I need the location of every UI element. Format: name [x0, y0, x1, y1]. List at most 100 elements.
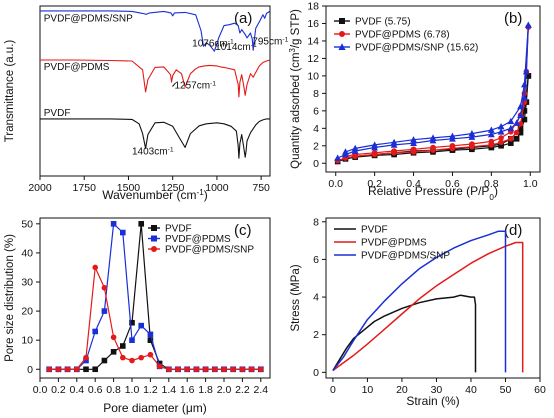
panel-2-y-axis-label: Pore size distribution (%) — [4, 234, 16, 362]
panel-2-series-2-point — [101, 285, 108, 291]
panel-2-series-0-point — [101, 357, 108, 364]
panel-0-annotation: 795cm-1 — [252, 36, 288, 48]
panel-2-series-2-point — [156, 363, 163, 370]
panel-1-series-0-point — [508, 140, 514, 146]
panel-1-y-tick-label: 18 — [307, 1, 319, 13]
panel-1-y-tick-label: 16 — [307, 18, 319, 30]
panel-1-series-1-point — [488, 138, 495, 145]
panel-1-series-1-point — [391, 148, 397, 154]
panel-2-legend-label: PVDF@PDMS — [165, 234, 231, 245]
panel-2-series-2-point — [221, 366, 227, 373]
panel-2-y-tick-label: 50 — [21, 218, 33, 230]
panel-3-legend-label: PVDF — [361, 225, 388, 236]
panel-1-series-2-point — [410, 136, 417, 143]
panel-1-legend-marker — [339, 31, 345, 37]
panel-1-y-tick-label: 2 — [313, 140, 319, 152]
panel-2-x-tick-label: 0.6 — [88, 384, 103, 396]
panel-0-annotation: 1403cm-1 — [132, 146, 174, 158]
panel-1-label: (b) — [504, 10, 522, 27]
panel-1-x-tick-label: 0.2 — [367, 178, 382, 190]
panel-1-series-0-point — [525, 73, 532, 79]
panel-2-series-2-point — [92, 264, 98, 271]
panel-2-x-tick-label: 2.0 — [217, 384, 232, 396]
panel-0-series-label: PVDF@PDMS/SNP — [44, 14, 133, 25]
panel-0-x-tick-label: 1000 — [205, 182, 229, 194]
panel-2-x-tick-label: 1.6 — [180, 384, 195, 396]
panel-1-legend-marker — [338, 43, 346, 50]
panel-2-series-2-point — [166, 366, 172, 373]
panel-3-legend-label: PVDF@PDMS — [361, 238, 427, 249]
panel-2-x-tick-label: 1.4 — [161, 384, 176, 396]
panel-1-y-tick-label: 8 — [313, 88, 319, 100]
panel-0-series-0-line — [40, 10, 271, 52]
panel-0-annotation: 1014cm-1 — [215, 42, 257, 54]
panel-2-series-2-point — [110, 334, 117, 341]
panel-3-y-tick-label: 0 — [313, 367, 319, 379]
panel-2-series-1-point — [83, 357, 89, 364]
panel-1-series-2-point — [517, 111, 524, 119]
panel-2-x-tick-label: 2.2 — [235, 384, 250, 396]
panel-1-series-1-point — [498, 135, 504, 141]
panel-2-series-0-point — [156, 360, 163, 367]
panel-0-frame — [39, 5, 271, 177]
panel-2-series-2-point — [184, 366, 190, 373]
panel-3-x-tick-label: 60 — [534, 384, 546, 396]
panel-1-legend-label: PVDF@PDMS (6.78) — [355, 30, 450, 41]
panel-2-series-2-point — [239, 366, 246, 373]
panel-2-x-tick-label: 1.8 — [198, 384, 213, 396]
panel-2-label: (c) — [234, 222, 252, 239]
panel-1-series-2-point — [497, 122, 505, 130]
panel-2-legend-marker — [151, 225, 157, 231]
panel-3-x-tick-label: 10 — [362, 384, 374, 396]
panel-0-series-1-line — [40, 59, 271, 98]
panel-3-x-tick-label: 0 — [330, 384, 336, 396]
panel-2-series-1-point — [147, 331, 154, 338]
panel-1-legend-label: PVDF (5.75) — [355, 17, 411, 28]
panel-0-x-tick-label: 1500 — [117, 182, 141, 194]
panel-2-series-2-point — [120, 354, 126, 361]
panel-2-series-2-point — [83, 354, 89, 361]
panel-1-series-2-point — [351, 144, 359, 152]
panel-2-x-axis-label: Pore diameter (μm) — [103, 401, 207, 415]
panel-1-series-2-point — [521, 81, 528, 88]
panel-1-series-2-point — [334, 154, 342, 161]
panel-2-x-tick-label: 0.2 — [51, 384, 66, 396]
panel-2-series-1-point — [138, 322, 144, 329]
panel-1-series-1-point — [430, 144, 436, 151]
panel-2-series-2-point — [248, 366, 255, 373]
panel-2-series-0-point — [83, 366, 89, 373]
panel-1-series-2-point — [449, 132, 456, 139]
panel-0-series-2-line — [40, 118, 270, 159]
panel-2-series-0-point — [138, 221, 144, 227]
panel-1-series-0-point — [517, 125, 524, 132]
panel-3-y-tick-label: 4 — [313, 292, 319, 304]
panel-1-series-2-point — [468, 133, 476, 140]
panel-1-series-1-point — [371, 149, 378, 156]
panel-0-x-axis-label: Wavenumber (cm-1) — [102, 188, 208, 203]
panel-2-legend-marker — [151, 246, 157, 252]
panel-2-legend-label: PVDF — [165, 224, 192, 235]
panel-1-series-0-point — [521, 108, 528, 114]
panel-2-series-2-point — [258, 366, 264, 373]
panel-1-series-1-point — [449, 142, 456, 149]
panel-2-series-2-point — [202, 366, 209, 373]
panel-2-x-tick-label: 1.2 — [143, 384, 158, 396]
panel-2-series-0-point — [92, 366, 98, 373]
panel-1-series-2-point — [513, 119, 521, 126]
panel-1-y-tick-label: 6 — [313, 105, 319, 117]
panel-3-x-tick-label: 30 — [431, 384, 443, 396]
panel-2-series-2-point — [193, 366, 200, 373]
panel-2-series-2-point — [230, 366, 236, 373]
panel-2-series-2-point — [46, 366, 52, 373]
panel-1-series-0-point — [521, 116, 528, 123]
panel-1-series-2-point — [521, 94, 528, 101]
panel-1-series-0-point — [517, 129, 524, 136]
panel-1-series-0-point — [513, 136, 520, 142]
panel-0-x-tick-label: 2000 — [28, 182, 52, 194]
panel-0-x-tick-label: 750 — [252, 182, 270, 194]
panel-3-series-2-line — [332, 230, 507, 373]
panel-1-x-tick-label: 0.6 — [445, 178, 460, 190]
panel-1-y-tick-label: 14 — [307, 35, 319, 47]
panel-2-y-tick-label: 30 — [21, 277, 33, 289]
panel-2-series-1-point — [120, 229, 126, 236]
